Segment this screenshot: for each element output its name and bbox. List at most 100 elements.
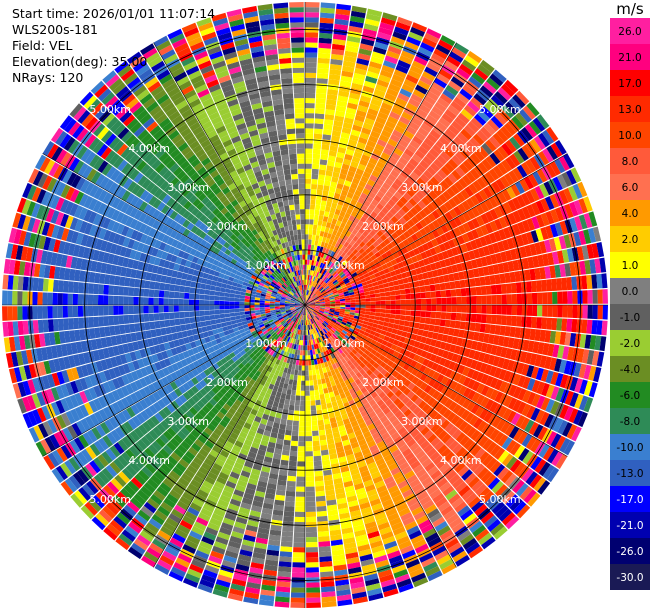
range-gate-cell [333,235,340,242]
range-gate-cell [323,124,333,131]
range-gate-cell [292,557,305,563]
range-gate-cell [309,385,314,391]
range-gate-cell [326,99,337,106]
range-gate-cell [479,85,494,98]
range-gate-cell [318,37,332,44]
range-gate-cell [470,287,477,296]
range-gate-cell [426,90,439,102]
range-gate-cell [426,133,438,144]
range-gate-cell [305,7,320,13]
range-gate-cell [461,296,467,305]
range-gate-cell [420,266,427,274]
range-gate-cell [495,252,503,264]
range-gate-cell [358,180,367,188]
range-gate-cell [309,209,315,215]
range-gate-cell [305,491,315,497]
range-gate-cell [333,192,341,200]
range-gate-cell [305,183,311,189]
range-gate-cell [300,395,305,401]
range-gate-cell [291,435,299,442]
range-gate-cell [302,350,305,356]
range-gate-cell [329,262,335,269]
range-gate-cell [426,114,438,125]
range-gate-cell [340,273,346,279]
range-gate-cell [308,297,312,302]
range-gate-cell [387,281,394,287]
range-gate-cell [384,291,391,297]
range-gate-cell [416,305,422,311]
range-gate-cell [308,298,313,302]
range-gate-cell [470,152,481,165]
range-gate-cell [378,248,386,256]
range-gate-cell [310,292,315,298]
range-gate-cell [317,261,322,268]
range-gate-cell [326,94,338,101]
range-gate-cell [350,182,358,190]
range-gate-cell [308,290,312,296]
range-gate-cell [451,155,462,166]
range-gate-cell [279,551,292,558]
range-gate-cell [295,395,301,401]
range-gate-cell [318,429,326,436]
range-gate-cell [279,464,289,471]
range-gate-cell [350,10,366,19]
range-gate-cell [519,178,530,192]
range-gate-cell [331,218,338,225]
range-gate-cell [506,315,512,326]
range-gate-cell [292,425,299,432]
range-gate-cell [374,143,385,152]
range-gate-cell [315,480,324,487]
range-gate-cell [294,405,300,411]
range-gate-cell [488,196,499,208]
range-gate-cell [462,144,474,156]
range-gate-cell [333,213,339,220]
range-gate-cell [322,247,327,254]
range-gate-cell [345,282,351,287]
range-gate-cell [487,119,500,132]
range-gate-cell [312,163,320,170]
range-gate-cell [422,206,432,216]
range-gate-cell [344,212,351,220]
range-gate-cell [292,379,298,386]
range-gate-cell [415,310,421,317]
range-gate-cell [315,277,319,283]
range-gate-cell [328,292,334,296]
range-gate-cell [311,425,319,431]
range-gate-cell [327,84,339,91]
range-gate-cell [466,209,476,220]
range-gate-cell [385,272,392,279]
range-gate-cell [466,156,478,168]
range-gate-cell [321,275,326,281]
range-gate-cell [563,187,574,203]
range-gate-cell [305,103,315,109]
range-gate-cell [473,248,481,259]
range-gate-cell [380,226,388,234]
range-gate-cell [320,205,326,212]
range-gate-cell [515,112,528,127]
range-gate-cell [306,269,309,275]
range-gate-cell [317,379,322,385]
range-gate-cell [305,168,312,174]
range-gate-cell [398,241,406,249]
range-gate-cell [334,295,340,299]
range-gate-cell [313,379,318,386]
range-gate-cell [512,223,521,236]
range-gate-cell [379,186,388,195]
range-gate-cell [494,218,503,230]
range-gate-cell [431,210,441,220]
range-gate-cell [561,277,568,291]
range-gate-cell [306,290,309,296]
range-gate-cell [320,2,336,9]
range-gate-cell [351,272,358,277]
range-gate-cell [463,104,477,117]
range-gate-cell [375,116,387,125]
range-gate-cell [546,145,558,160]
range-gate-cell [320,289,326,294]
range-gate-cell [348,266,354,273]
range-gate-cell [588,211,598,227]
range-gate-cell [401,83,415,94]
range-gate-cell [328,275,334,280]
range-gate-cell [317,240,322,247]
range-gate-cell [475,226,484,238]
range-gate-cell [480,213,490,225]
